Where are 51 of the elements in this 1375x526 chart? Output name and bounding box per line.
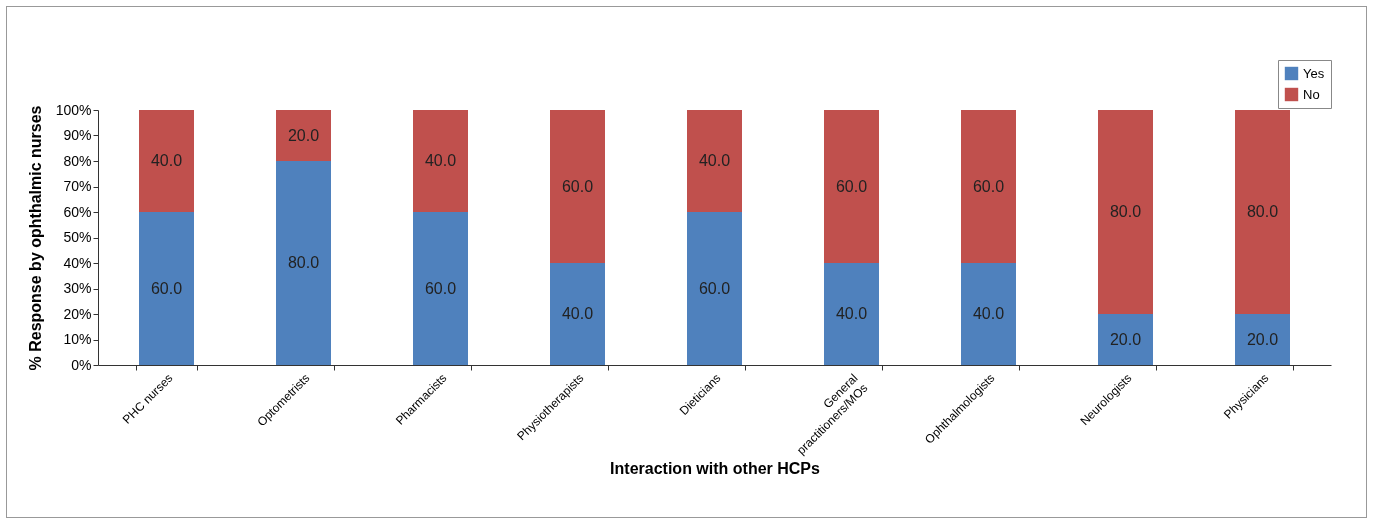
bar — [550, 110, 605, 263]
data-label: 40.0 — [424, 152, 457, 169]
legend-label: No — [1303, 86, 1320, 102]
legend-label: Yes — [1303, 65, 1325, 81]
y-tick-label: 10% — [63, 331, 92, 347]
bar — [276, 161, 331, 365]
data-label: 60.0 — [424, 279, 457, 297]
data-label: 40.0 — [150, 152, 183, 169]
y-axis-title: % Response by ophthalmic nurses — [26, 105, 44, 371]
data-label: 60.0 — [835, 177, 868, 195]
y-tick-label: 20% — [63, 305, 92, 322]
data-label: 60.0 — [698, 279, 731, 297]
data-label: 80.0 — [1246, 203, 1279, 220]
bar — [413, 110, 468, 212]
y-tick-label: 100% — [55, 101, 92, 118]
y-tick-label: 80% — [63, 152, 92, 169]
data-label: 60.0 — [561, 177, 594, 195]
bar — [687, 110, 742, 212]
y-tick-label: 50% — [63, 229, 92, 245]
data-label: 40.0 — [835, 305, 868, 322]
y-tick-label: 30% — [63, 280, 92, 296]
data-label: 80.0 — [287, 254, 320, 271]
data-label: 20.0 — [287, 126, 320, 144]
bar — [1098, 110, 1153, 314]
data-label: 80.0 — [1109, 203, 1142, 220]
bar — [961, 263, 1016, 365]
x-axis-title: Interaction with other HCPs — [610, 459, 820, 477]
data-label: 60.0 — [150, 279, 183, 297]
bar — [139, 110, 194, 212]
bar — [413, 212, 468, 365]
bar — [687, 212, 742, 365]
data-label: 60.0 — [972, 177, 1005, 195]
bar — [824, 110, 879, 263]
bar — [961, 110, 1016, 263]
y-tick-label: 0% — [71, 356, 92, 373]
y-tick-label: 60% — [63, 203, 92, 220]
bar — [550, 263, 605, 365]
data-label: 40.0 — [561, 305, 594, 322]
y-tick-label: 40% — [63, 254, 92, 271]
bar — [139, 212, 194, 365]
bar — [276, 110, 331, 161]
data-label: 20.0 — [1109, 330, 1142, 348]
bar — [1235, 110, 1290, 314]
bar — [1098, 314, 1153, 365]
data-label: 40.0 — [698, 152, 731, 169]
data-label: 40.0 — [972, 305, 1005, 322]
data-label: 20.0 — [1246, 330, 1279, 348]
y-tick-label: 70% — [63, 178, 92, 194]
bar — [1235, 314, 1290, 365]
bar — [824, 263, 879, 365]
y-tick-label: 90% — [63, 127, 92, 143]
